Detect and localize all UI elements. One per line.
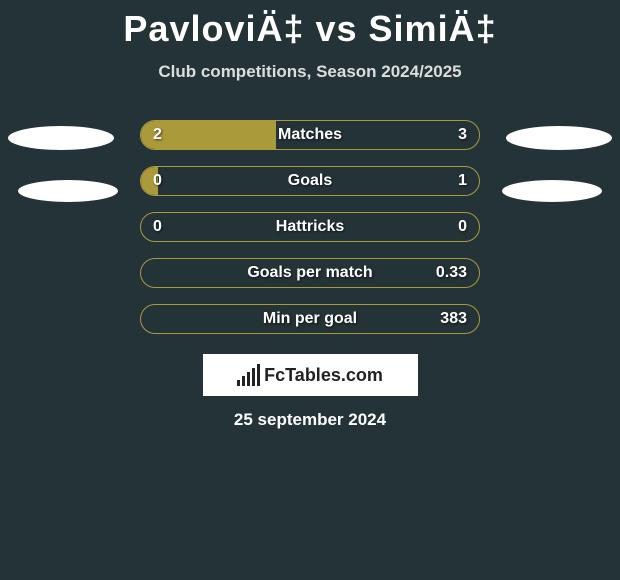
stat-value-right: 383	[440, 310, 467, 328]
stat-value-right: 0.33	[436, 264, 467, 282]
logo-box[interactable]: FcTables.com	[203, 354, 418, 396]
stat-row-gpm: Goals per match 0.33	[0, 250, 620, 296]
stat-row-hattricks: 0 Hattricks 0	[0, 204, 620, 250]
logo-text: FcTables.com	[264, 365, 383, 386]
stat-label: Goals	[288, 172, 332, 190]
stat-label: Hattricks	[276, 218, 344, 236]
stat-value-left: 2	[153, 126, 162, 144]
comparison-widget: PavloviÄ‡ vs SimiÄ‡ Club competitions, S…	[0, 0, 620, 430]
logo: FcTables.com	[237, 364, 383, 386]
stat-value-right: 0	[458, 218, 467, 236]
stat-label: Goals per match	[247, 264, 372, 282]
bars-icon	[237, 364, 260, 386]
stat-value-right: 3	[458, 126, 467, 144]
page-title: PavloviÄ‡ vs SimiÄ‡	[0, 8, 620, 50]
stat-bar: 2 Matches 3	[140, 120, 480, 150]
stat-value-left: 0	[153, 172, 162, 190]
player-badge-right-1	[506, 126, 612, 150]
stat-bar: 0 Goals 1	[140, 166, 480, 196]
subtitle: Club competitions, Season 2024/2025	[0, 62, 620, 82]
player-badge-right-2	[502, 180, 602, 202]
stat-value-right: 1	[458, 172, 467, 190]
stat-label: Matches	[278, 126, 342, 144]
date-text: 25 september 2024	[0, 410, 620, 430]
stat-bar: 0 Hattricks 0	[140, 212, 480, 242]
player-badge-left-1	[8, 126, 114, 150]
stat-row-mpg: Min per goal 383	[0, 296, 620, 342]
stat-bar: Min per goal 383	[140, 304, 480, 334]
stat-label: Min per goal	[263, 310, 357, 328]
stat-value-left: 0	[153, 218, 162, 236]
stat-bar: Goals per match 0.33	[140, 258, 480, 288]
player-badge-left-2	[18, 180, 118, 202]
